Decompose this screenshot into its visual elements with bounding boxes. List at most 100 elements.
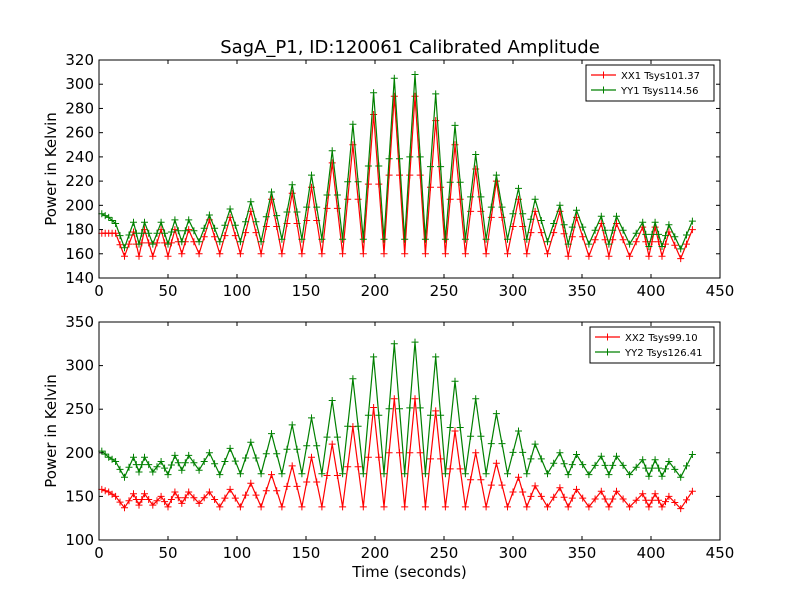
data-point [153, 497, 161, 505]
data-point [487, 213, 495, 221]
data-point [591, 226, 599, 234]
data-point [190, 494, 198, 502]
data-point [293, 482, 301, 490]
data-point [101, 212, 109, 220]
x-tick-label: 450 [706, 544, 735, 562]
data-point [288, 189, 296, 197]
data-point [181, 459, 189, 467]
data-point [171, 451, 179, 459]
y-tick-label: 160 [65, 245, 94, 263]
data-point [651, 490, 659, 498]
data-point [573, 206, 580, 214]
data-point [544, 503, 551, 511]
data-point [645, 243, 653, 250]
data-point [205, 488, 213, 496]
data-point [560, 221, 568, 229]
data-point [509, 488, 517, 496]
data-point [523, 250, 531, 258]
data-point [619, 236, 627, 244]
data-point [544, 470, 551, 478]
data-point [205, 449, 213, 457]
data-point [153, 229, 161, 237]
legend-box [589, 326, 715, 364]
data-point [135, 240, 143, 248]
data-point [112, 220, 120, 227]
data-point [364, 162, 372, 170]
y-tick-label: 200 [65, 444, 94, 462]
data-point [683, 462, 690, 470]
data-point [236, 503, 244, 511]
data-point [375, 180, 383, 188]
data-point [178, 499, 186, 507]
data-point [190, 459, 198, 467]
data-point [164, 240, 172, 248]
data-point [385, 155, 393, 163]
data-point [648, 230, 656, 238]
data-point [164, 471, 172, 479]
data-point [130, 453, 137, 461]
data-point [441, 470, 449, 478]
data-point [527, 492, 535, 500]
data-point [662, 232, 669, 240]
data-point [101, 487, 109, 495]
x-tick-label: 100 [223, 282, 252, 300]
data-point [421, 503, 429, 511]
data-point [688, 217, 696, 225]
data-point [437, 183, 445, 191]
data-point [456, 178, 464, 186]
data-point [467, 476, 475, 484]
y-tick-label: 260 [65, 124, 94, 142]
data-point [427, 163, 434, 171]
data-point [487, 203, 495, 211]
data-point [190, 227, 198, 235]
x-tick-label: 400 [637, 544, 666, 562]
data-point [591, 461, 599, 469]
y-tick-label: 200 [65, 196, 94, 214]
data-point [537, 229, 545, 237]
data-point [231, 221, 239, 229]
legend-label: YY1 Tsys114.56 [620, 86, 699, 97]
data-point [178, 238, 186, 246]
data-point [427, 183, 434, 191]
data-point [544, 250, 551, 258]
legend-label: YY2 Tsys126.41 [624, 348, 703, 359]
data-point [205, 211, 213, 219]
data-point [359, 470, 367, 478]
data-point [390, 92, 398, 100]
data-point [141, 218, 148, 226]
data-point [531, 440, 539, 448]
data-point [437, 163, 445, 171]
data-point [153, 463, 161, 471]
data-point [432, 353, 440, 361]
data-point [328, 147, 336, 155]
data-point [359, 250, 367, 258]
data-point [195, 499, 203, 507]
data-point [200, 494, 208, 502]
data-point [178, 250, 186, 258]
data-point [359, 503, 367, 511]
top-series-2-markers [98, 71, 696, 253]
data-point [231, 232, 239, 240]
data-point [333, 191, 341, 199]
data-point [149, 501, 157, 509]
data-point [632, 496, 640, 504]
data-point [216, 250, 224, 258]
data-point [380, 470, 388, 478]
data-point [579, 223, 587, 231]
data-point [655, 230, 663, 238]
data-point [560, 493, 568, 501]
data-point [597, 487, 605, 495]
chart-title: SagA_P1, ID:120061 Calibrated Amplitude [220, 37, 600, 58]
data-point [568, 223, 576, 231]
y-tick-label: 180 [65, 221, 94, 239]
data-point [585, 471, 593, 479]
data-point [573, 485, 580, 493]
data-point [145, 239, 153, 247]
data-point [364, 411, 372, 419]
data-point [125, 240, 133, 248]
data-point [416, 404, 424, 412]
data-point [211, 233, 219, 241]
data-point [504, 235, 511, 243]
y-tick-label: 320 [65, 51, 94, 69]
data-point [135, 252, 143, 260]
